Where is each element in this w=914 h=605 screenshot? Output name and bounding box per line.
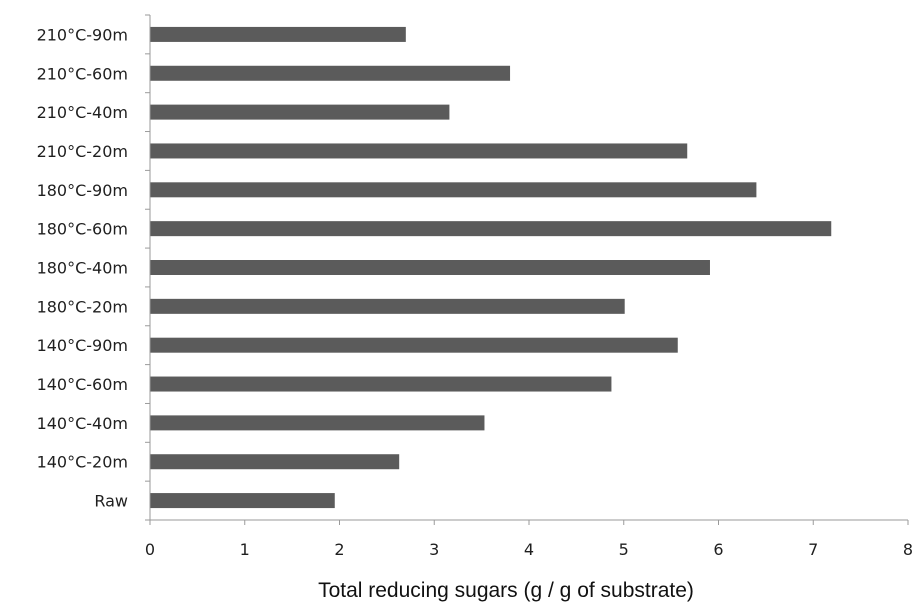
category-label-11: 210°C-60m — [37, 64, 128, 83]
bar-10 — [150, 104, 450, 120]
bar-11 — [150, 65, 511, 81]
category-label-12: 210°C-90m — [37, 25, 128, 44]
category-label-1: 140°C-20m — [37, 453, 128, 472]
x-tick-label-1: 1 — [240, 540, 250, 559]
bar-4 — [150, 337, 678, 353]
bar-7 — [150, 221, 832, 237]
bar-6 — [150, 260, 710, 275]
category-label-3: 140°C-60m — [37, 375, 128, 394]
axes-layer — [145, 14, 909, 525]
bar-9 — [150, 143, 688, 159]
bars-layer — [150, 26, 832, 509]
labels-layer: Raw 140°C-20m 140°C-40m 140°C-60m 140°C-90m 1… — [37, 25, 914, 559]
category-label-8: 180°C-90m — [37, 181, 128, 200]
x-tick-label-7: 7 — [808, 540, 818, 559]
category-label-9: 210°C-20m — [37, 142, 128, 161]
x-tick-label-8: 8 — [903, 540, 913, 559]
x-tick-label-4: 4 — [524, 540, 534, 559]
bar-1 — [150, 454, 400, 470]
x-tick-label-2: 2 — [334, 540, 344, 559]
category-label-4: 140°C-90m — [37, 336, 128, 355]
category-label-6: 180°C-40m — [37, 259, 128, 278]
bar-5 — [150, 298, 625, 314]
x-tick-label-6: 6 — [713, 540, 723, 559]
bar-2 — [150, 415, 485, 431]
x-axis-title: Total reducing sugars (g / g of substrat… — [318, 579, 694, 602]
category-label-5: 180°C-20m — [37, 297, 128, 316]
category-label-7: 180°C-60m — [37, 220, 128, 239]
bar-0 — [150, 493, 335, 509]
x-tick-label-0: 0 — [145, 540, 155, 559]
bar-12 — [150, 26, 406, 42]
category-label-0: Raw — [94, 492, 128, 511]
category-label-2: 140°C-40m — [37, 414, 128, 433]
category-label-10: 210°C-40m — [37, 103, 128, 122]
x-tick-label-5: 5 — [619, 540, 629, 559]
x-tick-label-3: 3 — [429, 540, 439, 559]
bar-3 — [150, 376, 612, 392]
bar-8 — [150, 182, 757, 198]
